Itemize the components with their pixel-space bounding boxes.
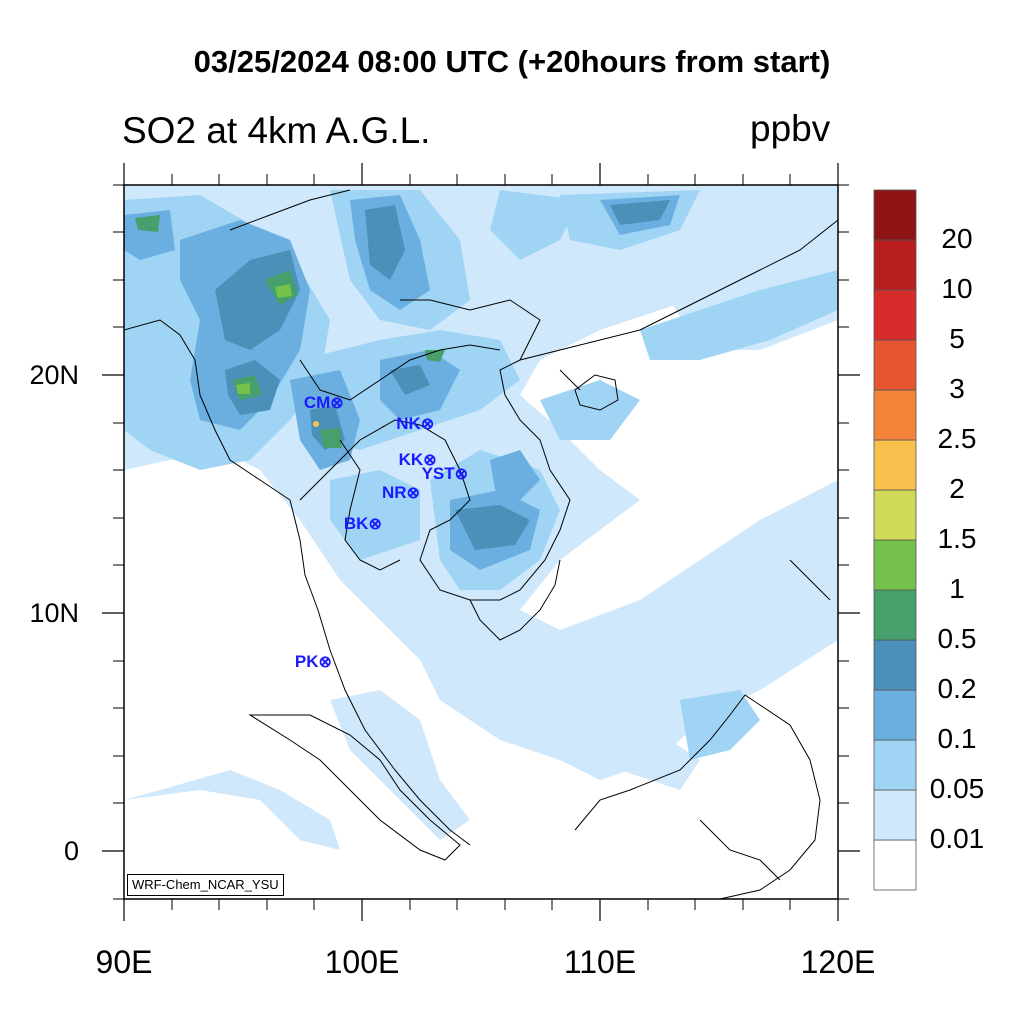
colorbar-label: 20: [941, 223, 973, 254]
coastlines: [124, 189, 838, 899]
station-marker-icon: ⊗: [406, 485, 420, 503]
colorbar-label: 0.1: [937, 723, 977, 754]
colorbar-label: 0.2: [937, 673, 977, 704]
y-tick-label-10n: 10N: [29, 598, 79, 628]
station-pk: PK⊗: [295, 652, 332, 672]
y-tick-label-20n: 20N: [29, 360, 79, 390]
units-label: ppbv: [750, 108, 831, 149]
colorbar-box-12: [873, 239, 917, 291]
y-axis-minor-ticks: [113, 184, 849, 900]
variable-label: SO2 at 4km A.G.L.: [122, 110, 431, 151]
station-label: NR: [381, 483, 407, 503]
colorbar-label: 0.01: [929, 823, 985, 854]
x-tick-label-120e: 120E: [800, 944, 876, 980]
station-marker-icon: ⊗: [318, 654, 332, 672]
station-bk: BK⊗: [344, 514, 382, 534]
field-peak: [313, 421, 319, 427]
colorbar-label: 1.5: [937, 523, 977, 554]
colorbar-label: 0.05: [929, 773, 985, 804]
colorbar-label: 2.5: [937, 423, 977, 454]
station-cm: CM⊗: [304, 393, 344, 413]
station-label: PK: [294, 652, 319, 672]
station-marker-icon: ⊗: [420, 416, 435, 434]
colorbar: [873, 189, 917, 891]
field-level-1: [236, 284, 292, 394]
colorbar-box-11: [873, 289, 917, 341]
colorbar-box-9: [873, 389, 917, 441]
y-axis-ticks: [102, 374, 860, 852]
map-frame: [123, 184, 839, 900]
colorbar-label: 2: [949, 473, 965, 504]
x-tick-label-110e: 110E: [563, 944, 637, 980]
colorbar-label: 1: [949, 573, 965, 604]
station-label: KK: [398, 450, 424, 470]
colorbar-box-4: [873, 639, 917, 691]
colorbar-box-10: [873, 339, 917, 391]
colorbar-box-8: [873, 439, 917, 491]
colorbar-box-5: [873, 589, 917, 641]
colorbar-label: 10: [941, 273, 973, 304]
station-nk: NK⊗: [396, 414, 434, 434]
colorbar-label: 0.5: [937, 623, 977, 654]
colorbar-box-7: [873, 489, 917, 541]
station-label: NK: [396, 414, 421, 434]
station-label: YST: [421, 464, 455, 484]
station-marker-icon: ⊗: [454, 466, 469, 484]
colorbar-label: 5: [949, 323, 965, 354]
station-nr: NR⊗: [382, 483, 420, 503]
station-label: BK: [343, 514, 369, 534]
colorbar-box-6: [873, 539, 917, 591]
colorbar-box-3: [873, 689, 917, 741]
station-label: CM: [303, 392, 331, 412]
x-tick-label-100e: 100E: [324, 944, 400, 980]
model-source-label: WRF-Chem_NCAR_YSU: [127, 874, 284, 896]
x-axis-minor-ticks: [171, 174, 791, 910]
station-kk: KK⊗: [399, 450, 437, 470]
x-tick-label-90e: 90E: [95, 944, 153, 980]
station-marker-icon: ⊗: [423, 452, 437, 470]
station-marker-icon: ⊗: [330, 394, 344, 412]
colorbar-box-0: [873, 839, 917, 891]
colorbar-box-2: [873, 739, 917, 791]
so2-field: [124, 185, 838, 899]
map-title: 03/25/2024 08:00 UTC (+20hours from star…: [193, 44, 831, 79]
colorbar-box-1: [873, 789, 917, 841]
y-tick-label-0: 0: [63, 836, 79, 866]
x-axis-ticks: [123, 163, 839, 921]
colorbar-label: 3: [949, 373, 965, 404]
colorbar-box-13: [873, 189, 917, 241]
station-yst: YST⊗: [422, 464, 468, 484]
station-marker-icon: ⊗: [368, 516, 382, 534]
